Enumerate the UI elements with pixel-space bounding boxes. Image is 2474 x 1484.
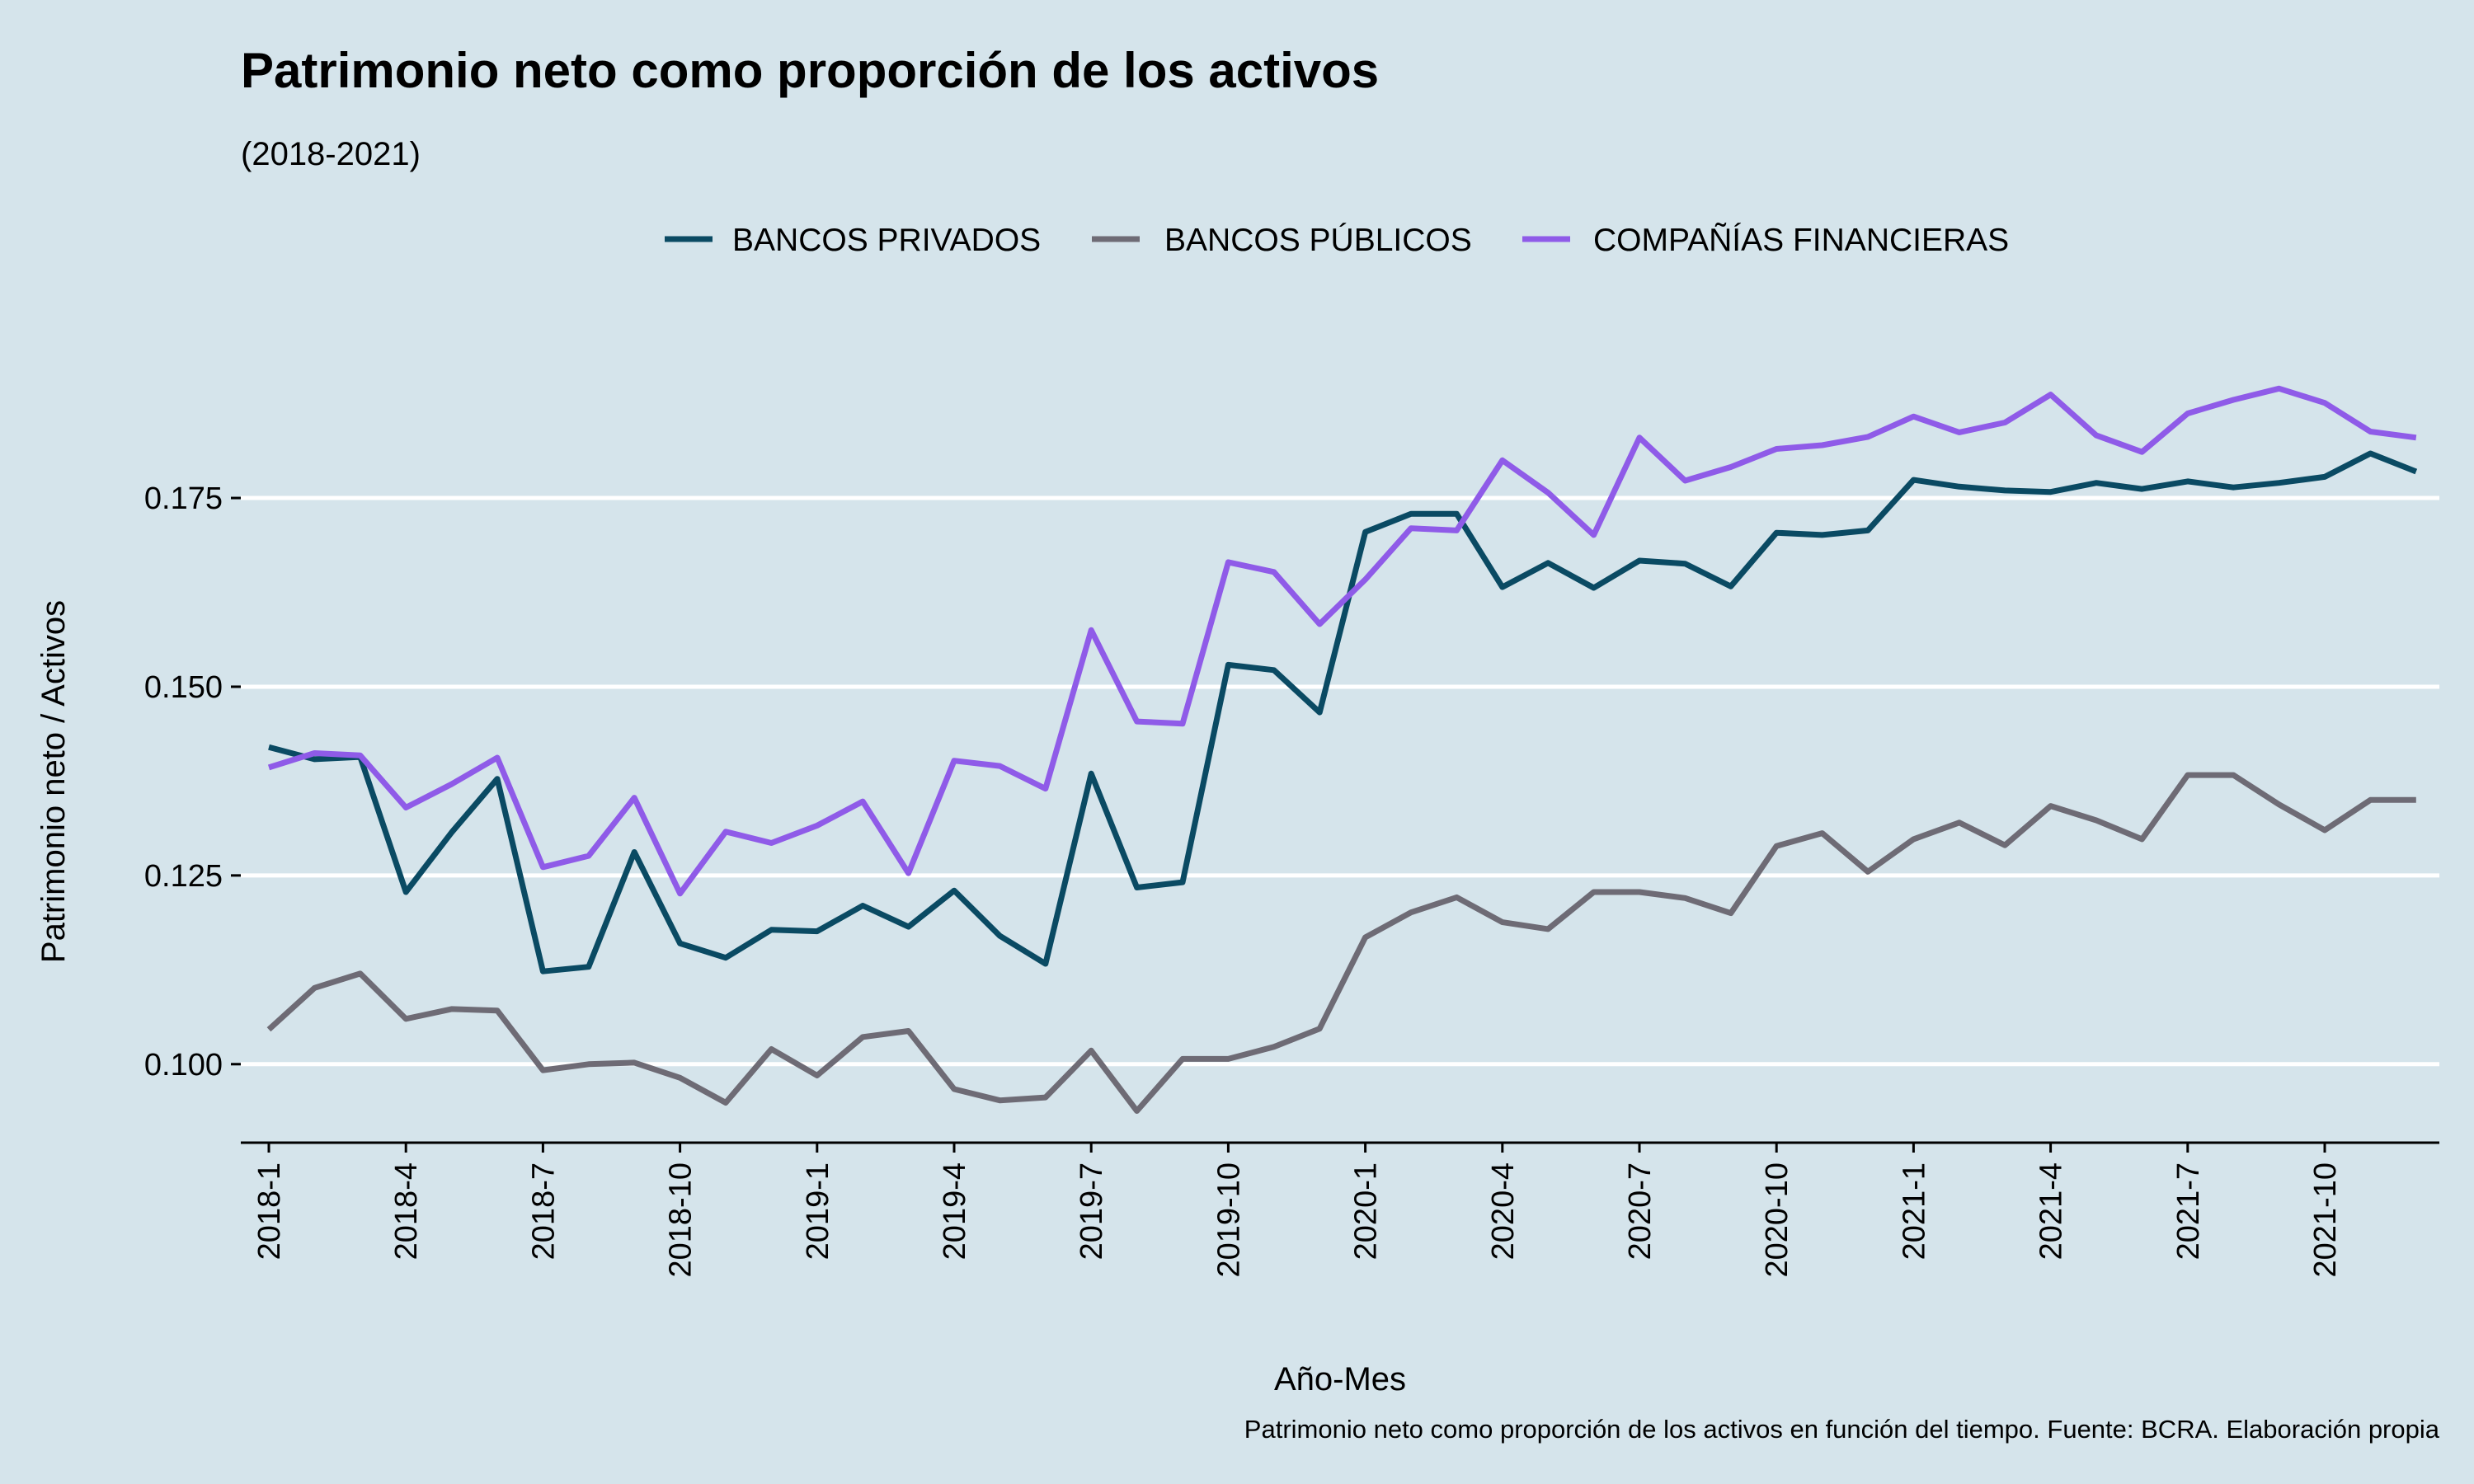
gridlines xyxy=(241,495,2439,1067)
x-tick-label: 2018-10 xyxy=(664,1162,698,1277)
x-axis-ticks: 2018-1 2018-4 2018-7 2018-10 2019-1 2019-4 201… xyxy=(252,1143,2343,1277)
y-tick-label: 0.125 xyxy=(144,859,223,894)
x-tick-label: 2018-7 xyxy=(526,1162,561,1260)
series-lines xyxy=(266,385,2418,1114)
x-tick-label: 2021-7 xyxy=(2171,1162,2206,1260)
x-tick-label: 2021-10 xyxy=(2308,1162,2343,1277)
x-tick-label: 2020-1 xyxy=(1349,1162,1384,1260)
series-line-2 xyxy=(267,385,2417,897)
x-tick-label: 2019-10 xyxy=(1211,1162,1246,1277)
legend-label-bancos-privados: BANCOS PRIVADOS xyxy=(732,223,1041,258)
x-tick-label: 2021-4 xyxy=(2034,1162,2069,1260)
y-axis-ticks: 0.100 0.125 0.150 0.175 xyxy=(144,481,241,1082)
x-axis-title: Año-Mes xyxy=(1274,1361,1406,1397)
legend-label-bancos-publicos: BANCOS PÚBLICOS xyxy=(1164,223,1472,258)
x-tick-label: 2021-1 xyxy=(1897,1162,1931,1260)
x-tick-label: 2019-1 xyxy=(801,1162,835,1260)
series-line-1 xyxy=(266,772,2416,1114)
x-tick-label: 2018-4 xyxy=(389,1162,424,1260)
y-axis-title: Patrimonio neto / Activos xyxy=(35,600,72,963)
x-tick-label: 2020-10 xyxy=(1760,1162,1794,1277)
chart-title: Patrimonio neto como proporción de los a… xyxy=(241,43,1379,98)
y-tick-label: 0.150 xyxy=(144,670,223,705)
legend-label-companias-financieras: COMPAÑÍAS FINANCIERAS xyxy=(1593,223,2009,258)
chart-caption: Patrimonio neto como proporción de los a… xyxy=(1244,1415,2440,1444)
y-tick-label: 0.175 xyxy=(144,481,223,516)
legend: BANCOS PRIVADOS BANCOS PÚBLICOS COMPAÑÍA… xyxy=(665,223,2009,258)
x-tick-label: 2020-7 xyxy=(1623,1162,1658,1260)
chart-subtitle: (2018-2021) xyxy=(241,136,421,172)
x-tick-label: 2018-1 xyxy=(252,1162,287,1260)
y-tick-label: 0.100 xyxy=(144,1048,223,1082)
x-tick-label: 2019-7 xyxy=(1075,1162,1109,1260)
series-line-0 xyxy=(268,450,2418,974)
x-tick-label: 2019-4 xyxy=(938,1162,972,1260)
x-tick-label: 2020-4 xyxy=(1486,1162,1521,1260)
